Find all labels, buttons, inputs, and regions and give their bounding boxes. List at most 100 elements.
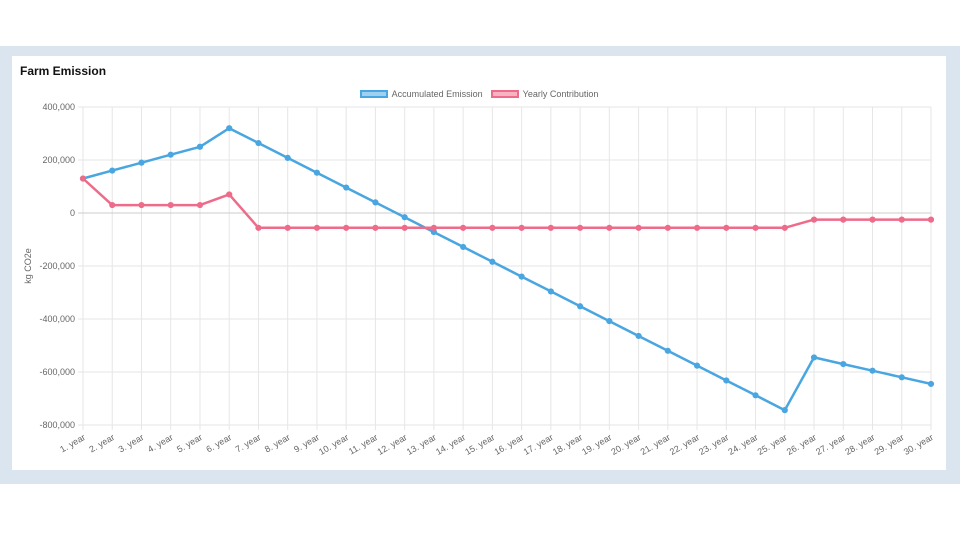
data-point[interactable]: [840, 216, 847, 223]
data-point[interactable]: [255, 224, 262, 231]
data-point[interactable]: [518, 224, 525, 231]
data-point[interactable]: [79, 175, 87, 182]
x-tick-label: 19. year: [580, 432, 613, 457]
data-point[interactable]: [489, 258, 496, 265]
data-point[interactable]: [138, 159, 145, 166]
y-axis-ticks: 400,000 200,000 0 -200,000 -400,000 -600,000 -…: [39, 102, 75, 430]
data-point[interactable]: [635, 332, 642, 340]
x-tick-label: 3. year: [117, 432, 146, 454]
series-line: [82, 177, 931, 230]
data-point[interactable]: [518, 273, 525, 280]
x-tick-label: 6. year: [204, 432, 233, 454]
x-tick-label: 12. year: [375, 432, 408, 457]
chart-legend: Accumulated Emission Yearly Contribution: [12, 89, 946, 99]
y-tick-label: -200,000: [39, 261, 75, 271]
data-point[interactable]: [547, 224, 554, 231]
data-point[interactable]: [401, 214, 408, 221]
data-point[interactable]: [430, 224, 437, 231]
chart-series: [79, 125, 935, 414]
x-tick-label: 10. year: [317, 432, 350, 457]
x-tick-label: 24. year: [726, 432, 759, 457]
x-tick-label: 29. year: [873, 432, 906, 457]
data-point[interactable]: [547, 288, 554, 295]
y-tick-label: 0: [70, 208, 75, 218]
x-tick-label: 1. year: [58, 432, 87, 454]
data-point[interactable]: [109, 201, 116, 209]
x-tick-label: 16. year: [492, 432, 525, 457]
legend-item-yearly-contribution[interactable]: Yearly Contribution: [490, 89, 598, 99]
data-point[interactable]: [372, 224, 379, 231]
x-tick-label: 30. year: [902, 432, 935, 457]
y-tick-label: -400,000: [39, 314, 75, 324]
data-point[interactable]: [372, 199, 379, 206]
data-point[interactable]: [664, 347, 671, 354]
x-tick-label: 25. year: [756, 432, 789, 457]
data-point[interactable]: [664, 224, 671, 231]
data-point[interactable]: [196, 143, 204, 150]
data-point[interactable]: [840, 360, 847, 368]
data-point[interactable]: [723, 224, 730, 231]
data-point[interactable]: [284, 224, 291, 231]
data-point[interactable]: [343, 184, 350, 191]
x-tick-label: 28. year: [843, 432, 876, 457]
data-point[interactable]: [810, 354, 818, 361]
data-point[interactable]: [196, 201, 204, 209]
legend-swatch-accumulated-emission: [359, 90, 388, 98]
legend-swatch-yearly-contribution: [490, 90, 519, 98]
data-point[interactable]: [869, 367, 876, 374]
data-point[interactable]: [577, 224, 584, 231]
data-point[interactable]: [869, 216, 876, 223]
data-point[interactable]: [693, 224, 701, 231]
y-tick-label: -800,000: [39, 420, 75, 430]
data-point[interactable]: [606, 318, 613, 325]
x-tick-label: 2. year: [87, 432, 116, 454]
data-point[interactable]: [313, 169, 321, 176]
data-point[interactable]: [927, 380, 935, 388]
x-tick-label: 27. year: [814, 432, 847, 457]
data-point[interactable]: [898, 216, 905, 223]
data-point[interactable]: [898, 374, 905, 381]
y-axis-title: kg CO2e: [23, 248, 33, 284]
data-point[interactable]: [255, 139, 262, 147]
series-line: [82, 126, 932, 412]
data-point[interactable]: [401, 224, 408, 231]
data-point[interactable]: [460, 243, 467, 251]
data-point[interactable]: [343, 224, 350, 231]
data-point[interactable]: [167, 151, 174, 158]
data-point[interactable]: [226, 125, 233, 132]
legend-label-accumulated-emission: Accumulated Emission: [391, 89, 483, 99]
y-tick-label: 200,000: [42, 155, 75, 165]
data-point[interactable]: [927, 216, 935, 223]
data-point[interactable]: [752, 392, 759, 399]
data-point[interactable]: [284, 154, 291, 161]
data-point[interactable]: [635, 224, 642, 231]
x-tick-label: 21. year: [639, 432, 672, 457]
data-point[interactable]: [109, 167, 116, 174]
data-point[interactable]: [577, 303, 584, 310]
x-tick-label: 20. year: [609, 432, 642, 457]
x-tick-label: 13. year: [405, 432, 438, 457]
data-point[interactable]: [313, 224, 321, 231]
data-point[interactable]: [723, 377, 730, 384]
x-tick-label: 18. year: [551, 432, 584, 457]
data-point[interactable]: [781, 224, 788, 231]
data-point[interactable]: [693, 362, 701, 369]
data-point[interactable]: [606, 224, 613, 231]
series-0: [79, 125, 935, 414]
data-point[interactable]: [752, 224, 759, 231]
x-tick-label: 15. year: [463, 432, 496, 457]
x-tick-label: 14. year: [434, 432, 467, 457]
x-tick-label: 26. year: [785, 432, 818, 457]
x-tick-label: 22. year: [668, 432, 701, 457]
data-point[interactable]: [138, 201, 145, 209]
x-tick-label: 9. year: [292, 432, 321, 454]
data-point[interactable]: [489, 224, 496, 231]
data-point[interactable]: [226, 191, 233, 198]
data-point[interactable]: [167, 201, 174, 209]
x-tick-label: 7. year: [234, 432, 263, 454]
x-tick-label: 5. year: [175, 432, 204, 454]
data-point[interactable]: [460, 224, 467, 231]
data-point[interactable]: [810, 216, 818, 223]
legend-item-accumulated-emission[interactable]: Accumulated Emission: [359, 89, 483, 99]
data-point[interactable]: [781, 407, 788, 414]
